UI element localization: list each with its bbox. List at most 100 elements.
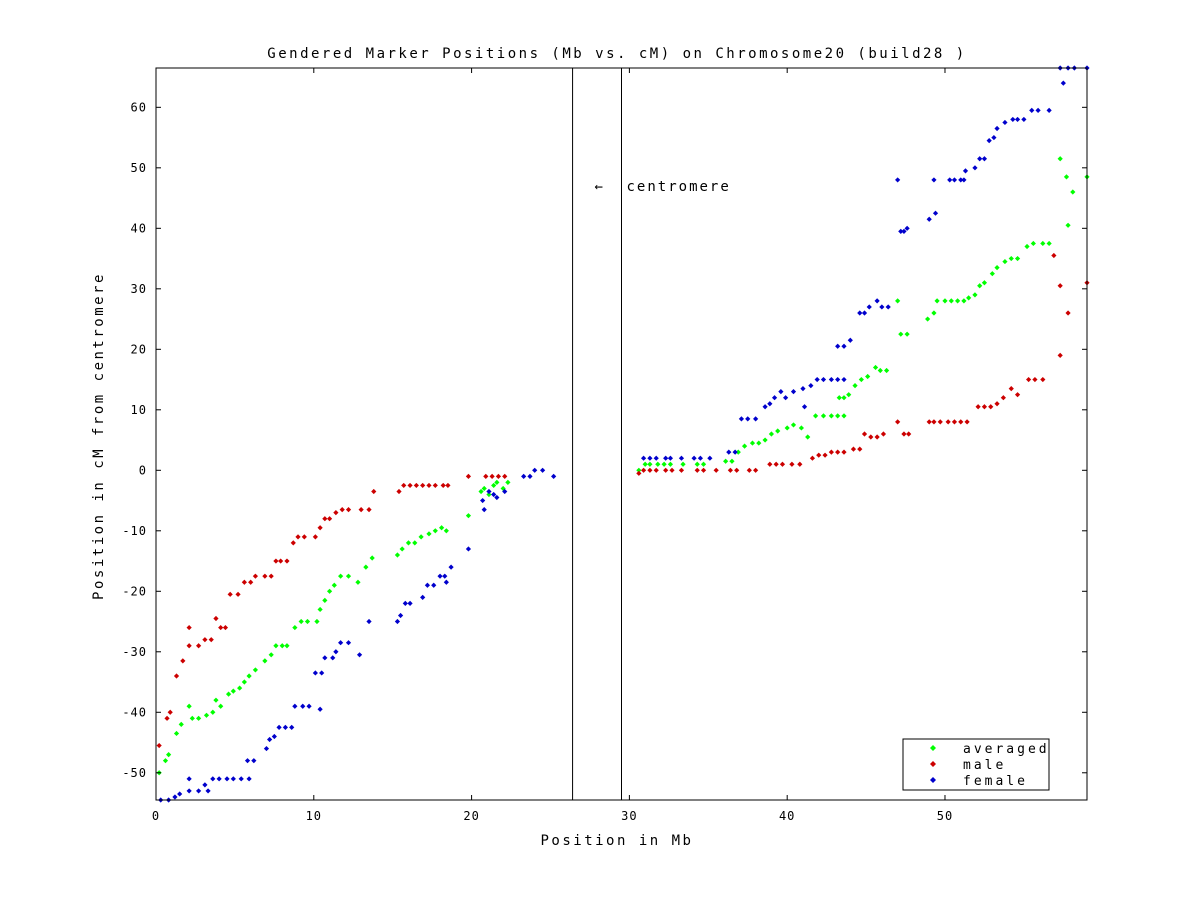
data-point-female xyxy=(437,573,443,579)
data-point-averaged xyxy=(494,479,500,485)
data-point-female xyxy=(994,125,1000,132)
data-point-averaged xyxy=(775,428,781,434)
data-point-averaged xyxy=(828,413,834,419)
data-point-female xyxy=(443,579,449,585)
data-point-averaged xyxy=(723,458,729,464)
data-point-male xyxy=(669,467,675,473)
data-point-female xyxy=(196,788,202,794)
legend-label-averaged: averaged xyxy=(963,742,1050,757)
data-point-averaged xyxy=(196,715,202,721)
data-point-averaged xyxy=(186,703,192,709)
y-tick-label: 40 xyxy=(131,221,147,235)
data-point-female xyxy=(402,600,408,606)
data-point-male xyxy=(196,643,202,649)
data-point-averaged xyxy=(955,298,961,304)
data-point-female xyxy=(394,618,401,625)
data-point-female xyxy=(238,776,244,782)
data-point-female xyxy=(1002,119,1008,126)
data-point-female xyxy=(678,455,685,461)
data-point-male xyxy=(734,467,740,473)
data-point-averaged xyxy=(877,367,883,374)
data-point-male xyxy=(252,573,259,579)
data-point-female xyxy=(244,758,251,764)
centromere-region xyxy=(572,68,622,800)
data-point-female xyxy=(276,724,282,731)
data-point-female xyxy=(216,776,222,782)
data-point-averaged xyxy=(189,715,195,721)
data-point-averaged xyxy=(1024,243,1030,250)
data-point-averaged xyxy=(981,280,988,286)
data-point-female xyxy=(947,177,953,183)
data-point-male xyxy=(222,624,229,631)
data-point-female xyxy=(338,640,344,646)
data-point-male xyxy=(248,579,254,585)
data-point-female xyxy=(932,210,939,216)
data-point-female xyxy=(991,134,997,141)
data-point-male xyxy=(1040,376,1046,383)
data-point-male xyxy=(874,434,880,440)
data-point-female xyxy=(951,177,958,183)
data-point-averaged xyxy=(1063,174,1070,180)
data-point-averaged xyxy=(895,298,901,304)
data-point-male xyxy=(164,715,170,721)
data-point-female xyxy=(521,473,527,479)
data-point-male xyxy=(1065,310,1071,316)
data-point-female xyxy=(847,337,853,343)
data-point-female xyxy=(491,491,497,498)
data-point-averaged xyxy=(977,283,983,289)
chart-title: Gendered Marker Positions (Mb vs. cM) on… xyxy=(267,46,966,62)
data-point-female xyxy=(800,386,806,392)
data-point-female xyxy=(667,455,674,461)
data-point-male xyxy=(636,470,642,476)
data-point-female xyxy=(653,455,659,461)
data-point-averaged xyxy=(166,752,172,758)
data-point-averaged xyxy=(279,643,285,649)
x-tick-label: 0 xyxy=(152,809,160,823)
data-point-averaged xyxy=(363,564,369,570)
data-point-female xyxy=(271,733,277,740)
legend-label-female: female xyxy=(963,774,1028,789)
data-point-averaged xyxy=(872,364,879,371)
centromere-arrow: ← xyxy=(595,179,605,195)
data-point-female xyxy=(532,467,538,473)
data-point-male xyxy=(797,461,803,467)
data-point-female xyxy=(874,298,880,304)
y-tick-label: 0 xyxy=(139,463,147,477)
data-point-averaged xyxy=(994,265,1000,271)
data-point-averaged xyxy=(326,588,333,594)
data-point-averaged xyxy=(292,624,298,631)
data-point-male xyxy=(841,449,847,455)
data-point-averaged xyxy=(667,461,674,467)
data-point-averaged xyxy=(355,579,361,585)
data-point-female xyxy=(356,652,363,658)
data-point-averaged xyxy=(934,298,940,304)
data-point-female xyxy=(958,177,964,183)
data-point-averaged xyxy=(338,573,344,579)
data-point-averaged xyxy=(394,552,401,558)
data-point-female xyxy=(263,745,270,752)
data-point-male xyxy=(663,467,669,473)
data-point-male xyxy=(773,461,779,467)
data-point-averaged xyxy=(173,730,180,737)
data-point-female xyxy=(172,794,178,800)
legend-marker-female xyxy=(930,777,936,783)
data-point-male xyxy=(407,482,413,489)
data-point-female xyxy=(345,640,352,646)
data-point-female xyxy=(312,670,318,676)
data-point-averaged xyxy=(1065,222,1071,228)
data-point-averaged xyxy=(989,271,995,277)
data-point-averaged xyxy=(841,413,847,419)
data-point-female xyxy=(407,600,413,606)
data-point-female xyxy=(732,449,738,455)
data-point-female xyxy=(1060,80,1066,86)
data-point-female xyxy=(808,383,814,389)
data-point-female xyxy=(230,776,236,782)
data-point-averaged xyxy=(749,440,756,446)
data-point-male xyxy=(502,473,508,479)
data-point-male xyxy=(951,419,958,425)
data-point-averaged xyxy=(805,434,811,440)
data-point-female xyxy=(931,177,937,183)
data-point-male xyxy=(779,461,786,467)
